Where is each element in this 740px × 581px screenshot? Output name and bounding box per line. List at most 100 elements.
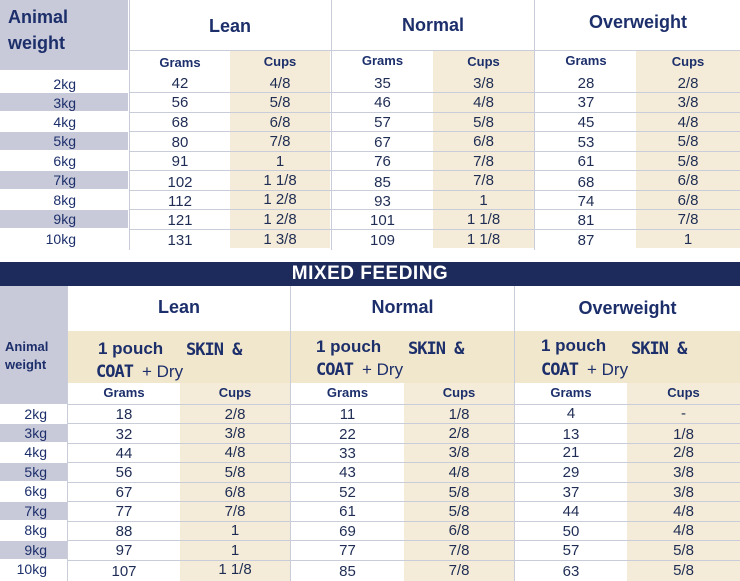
weight-label: 2kg: [24, 406, 47, 422]
weight-label: 7kg: [24, 503, 47, 519]
cell-cups: 3/8: [673, 484, 694, 501]
cell-grams: 56: [171, 94, 189, 111]
table-row: 10kg 131 1 3/8 109 1 1/8 87 1: [0, 230, 740, 250]
cell-cups: 4/8: [269, 75, 291, 92]
cell-grams: 57: [374, 114, 391, 131]
cell-grams: 37: [562, 484, 580, 501]
cell-grams: 46: [374, 94, 391, 111]
cell-cups: 5/8: [673, 562, 694, 579]
cell-grams: 33: [339, 445, 356, 462]
cups-column-bg: [230, 50, 330, 248]
dry-text: + Dry: [142, 362, 184, 381]
table-row: 6kg 91 1 76 7/8 61 5/8: [0, 152, 740, 172]
cell-cups: 1: [683, 231, 693, 248]
skin-coat-text: SKIN &: [186, 340, 242, 360]
row-shade: [0, 463, 67, 481]
cell-cups: 5/8: [677, 153, 699, 170]
cell-cups: 5/8: [473, 114, 494, 131]
cell-grams: 43: [339, 464, 356, 481]
cell-cups: 7/8: [224, 503, 246, 520]
cell-cups: 5/8: [448, 503, 470, 520]
table-row: 4kg 68 6/8 57 5/8 45 4/8: [0, 113, 740, 133]
weight-label: 10kg: [16, 561, 47, 577]
cell-grams: 77: [115, 503, 133, 520]
row-shade: [0, 210, 128, 228]
cell-grams: 81: [577, 212, 595, 229]
subheader-grams: Grams: [103, 385, 145, 400]
row-divider: [68, 443, 740, 444]
banner-title: MIXED FEEDING: [291, 263, 449, 284]
cell-grams: 50: [562, 523, 580, 540]
cell-grams: 35: [374, 75, 391, 92]
cell-grams: 68: [171, 114, 189, 131]
cell-cups: -: [681, 405, 686, 422]
cell-grams: 57: [562, 542, 580, 559]
column-divider: [129, 0, 130, 250]
cell-grams: 74: [577, 193, 595, 210]
cell-grams: 42: [171, 75, 189, 92]
cell-cups: 2/8: [448, 425, 470, 442]
cell-grams: 77: [339, 542, 356, 559]
cell-cups: 1 1/8: [263, 172, 297, 189]
row-divider: [68, 482, 740, 483]
row-divider: [68, 462, 740, 463]
row-divider: [68, 540, 740, 541]
cell-grams: 13: [562, 426, 580, 443]
animal-weight-header: Animal weight: [0, 0, 128, 70]
cell-grams: 21: [562, 444, 580, 461]
table-row: 3kg 56 5/8 46 4/8 37 3/8: [0, 93, 740, 113]
cell-cups: 1/8: [673, 426, 694, 443]
cell-cups: 4/8: [473, 94, 494, 111]
cell-cups: 5/8: [673, 542, 694, 559]
subheader-cups: Cups: [671, 54, 705, 69]
skin-coat-text: COAT: [316, 360, 354, 380]
cell-cups: 6/8: [269, 114, 291, 131]
weight-label: 8kg: [53, 192, 76, 208]
subheader-grams: Grams: [565, 53, 607, 68]
row-divider: [130, 112, 740, 113]
row-shade: [0, 171, 128, 189]
table-row: 9kg 121 1 2/8 101 1 1/8 81 7/8: [0, 210, 740, 230]
skin-coat-text: COAT: [541, 360, 579, 380]
cell-grams: 61: [577, 153, 595, 170]
table-row: 8kg 112 1 2/8 93 1 74 6/8: [0, 191, 740, 211]
cups-column-bg: [636, 50, 740, 248]
cell-grams: 45: [577, 114, 595, 131]
cell-cups: 7/8: [473, 172, 494, 189]
weight-label: 6kg: [24, 483, 47, 499]
skin-coat-text: SKIN &: [408, 339, 464, 359]
cell-grams: 109: [369, 232, 396, 249]
cell-cups: 6/8: [677, 172, 699, 189]
cell-cups: 2/8: [677, 75, 699, 92]
cell-cups: 7/8: [448, 542, 470, 559]
cell-grams: 121: [167, 212, 193, 229]
cell-grams: 76: [374, 153, 391, 170]
table-row: 3kg 32 3/8 22 2/8 13 1/8: [0, 424, 740, 443]
cell-cups: 4/8: [224, 444, 246, 461]
table-row: 5kg 56 5/8 43 4/8 29 3/8: [0, 463, 740, 482]
cell-cups: 1: [230, 522, 240, 539]
cell-cups: 7/8: [473, 153, 494, 170]
subheader-grams: Grams: [159, 55, 201, 70]
cell-grams: 93: [374, 193, 391, 210]
cell-grams: 101: [369, 212, 396, 229]
row-divider: [130, 131, 740, 132]
cell-grams: 107: [111, 563, 137, 580]
cell-cups: 1 3/8: [263, 231, 297, 248]
cell-cups: 1 2/8: [263, 211, 297, 228]
subheader-grams: Grams: [550, 385, 592, 400]
cell-cups: 6/8: [448, 522, 470, 539]
column-divider: [331, 0, 332, 250]
cell-grams: 67: [374, 134, 391, 151]
cell-cups: 3/8: [473, 75, 494, 92]
cell-cups: 6/8: [473, 133, 494, 150]
pouch-header-bg: [68, 331, 290, 383]
group-title-normal: Normal: [371, 297, 434, 317]
weight-label: 5kg: [53, 133, 76, 149]
weight-label: 5kg: [24, 464, 47, 480]
cell-cups: 1 1/8: [466, 211, 501, 228]
weight-label: 10kg: [45, 231, 76, 247]
cell-grams: 91: [171, 153, 189, 170]
cell-grams: 85: [339, 563, 356, 580]
row-shade: [0, 132, 128, 150]
